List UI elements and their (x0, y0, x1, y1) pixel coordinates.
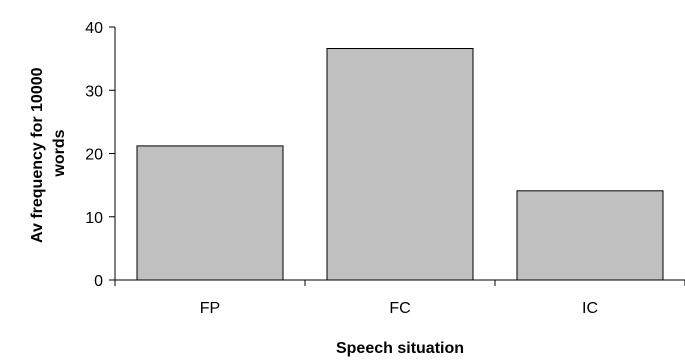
x-ticks-group: FP FC IC (114, 280, 685, 317)
y-tick-label: 20 (85, 147, 103, 164)
bars-group (136, 48, 664, 281)
y-axis-title-line-1: Av frequency for 10000 (29, 67, 46, 243)
y-tick-label: 30 (85, 83, 103, 100)
x-tick-label-fp: FP (200, 300, 220, 317)
bar-fp (136, 145, 284, 281)
x-tick-label-ic: IC (582, 300, 598, 317)
y-tick-label: 10 (85, 210, 103, 227)
y-axis-title-line-2: words (51, 129, 68, 177)
y-ticks-group: 0 10 20 30 40 (85, 20, 115, 290)
x-axis-title: Speech situation (336, 340, 464, 357)
bar-fc (326, 48, 474, 281)
y-tick-label: 0 (94, 273, 103, 290)
y-tick-label: 40 (85, 20, 103, 37)
bar-ic (516, 190, 664, 281)
x-tick-label-fc: FC (389, 300, 410, 317)
y-axis-title: Av frequency for 10000 words (29, 63, 68, 243)
